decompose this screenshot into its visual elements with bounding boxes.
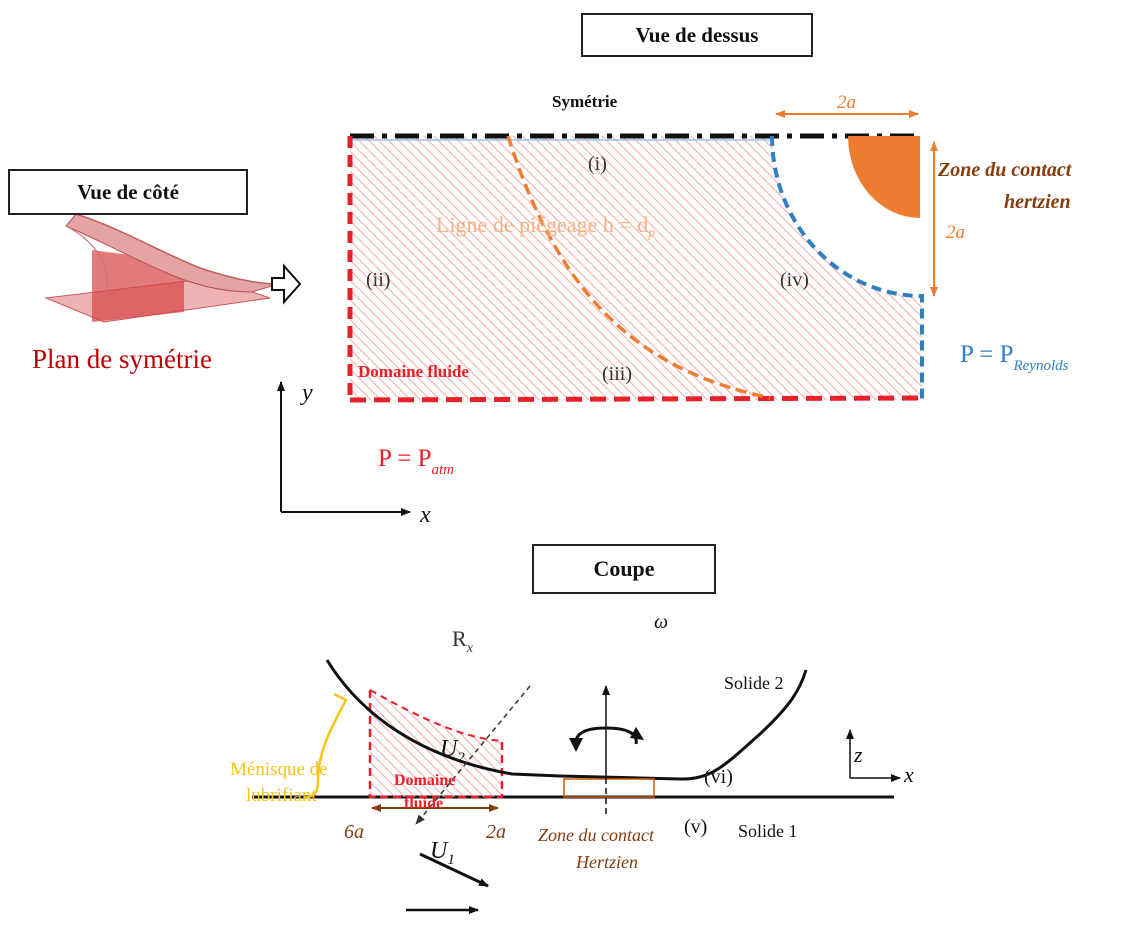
section-fluid-outline xyxy=(368,690,504,799)
solid2-curve xyxy=(325,659,808,781)
top-view: Symétrie 2a 2a Zone du contact hertzien … xyxy=(277,92,1073,528)
axis-x-label: x xyxy=(419,502,431,528)
section-fluid-domain xyxy=(370,690,502,822)
width-label: 2a xyxy=(837,92,856,113)
fluid-domain-region xyxy=(350,136,922,400)
hertz-contact-quarter xyxy=(848,136,920,218)
trapping-line xyxy=(506,135,771,400)
region-i-label: (i) xyxy=(588,153,607,175)
p-reynolds-label: P = PReynolds xyxy=(960,341,1069,374)
section-view xyxy=(252,659,901,914)
symmetry-label: Symétrie xyxy=(552,92,618,111)
trapping-line-label: Ligne de piégeage h = dp xyxy=(436,212,655,241)
meniscus-curve xyxy=(303,692,348,800)
fluid-domain-label: Domaine fluide xyxy=(358,362,469,381)
symmetry-plane-label: Plan de symétrie xyxy=(32,344,212,374)
section-hertz-rect xyxy=(563,778,655,798)
surface-edge xyxy=(75,213,279,285)
boundary-reynolds xyxy=(770,135,924,400)
surface-sheet xyxy=(65,225,109,307)
radius-arrow xyxy=(415,685,531,825)
section-fluid-inner xyxy=(369,689,503,742)
p-atm-label: P = Patm xyxy=(378,445,454,478)
omega-arrowhead-right xyxy=(630,727,644,740)
side-view-title: Vue de côté xyxy=(8,169,248,215)
hertz-zone-label-2: hertzien xyxy=(1004,191,1071,213)
hertz-zone-label-1: Zone du contact xyxy=(937,159,1073,181)
region-iii-label: (iii) xyxy=(602,363,632,385)
side-view: Plan de symétrie xyxy=(32,213,302,374)
region-ii-label: (ii) xyxy=(366,269,390,291)
omega-arrowhead-left xyxy=(569,738,583,752)
axis-y-label: y xyxy=(300,380,313,406)
height-label: 2a xyxy=(946,222,965,243)
section-view-title: Coupe xyxy=(532,544,716,594)
region-iv-label: (iv) xyxy=(780,269,809,291)
top-view-title: Vue de dessus xyxy=(581,13,813,57)
u2-arrow xyxy=(419,852,489,888)
view-arrow-icon xyxy=(271,263,302,305)
